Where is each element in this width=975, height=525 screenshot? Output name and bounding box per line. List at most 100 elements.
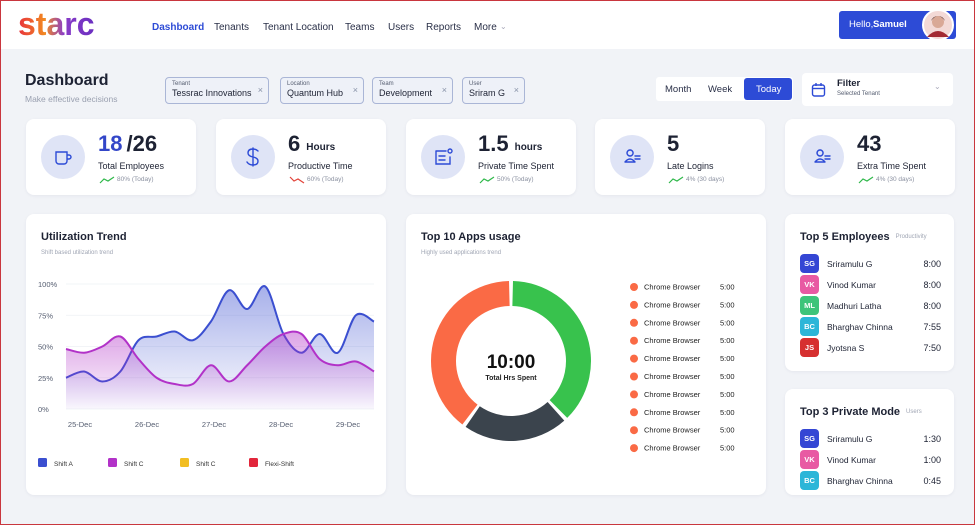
chip-close: × (441, 85, 447, 95)
trend-line (99, 176, 115, 184)
legend-dot (630, 283, 638, 291)
kpi-card: 43 Extra Time Spent 4% (30 days) (785, 119, 955, 195)
chip-label: Tenant (172, 81, 191, 87)
chip-close: × (352, 85, 358, 95)
card-title: Top 10 Apps usage (421, 231, 521, 243)
nav-item[interactable]: Dashboard (152, 22, 205, 33)
app-time: 5:00 (720, 390, 735, 399)
donut-segment (512, 281, 591, 418)
trend-line (668, 176, 684, 184)
kpi-value: 1.5 (478, 131, 509, 156)
person-time: 1:00 (923, 455, 941, 465)
filter-box[interactable]: Filter Selected Tenant ⌄ (802, 73, 953, 106)
nav-item[interactable]: Tenant Location (263, 22, 334, 33)
avatar-initials: VK (800, 450, 819, 469)
initials: BC (804, 476, 815, 485)
period-option[interactable]: Month (665, 84, 692, 95)
nav-chevron: ⌄ (500, 22, 507, 31)
app-name: Chrome Browser (644, 372, 701, 381)
initials: VK (804, 455, 815, 464)
legend-label: Shift A (54, 461, 73, 468)
app-name: Chrome Browser (644, 300, 701, 309)
chip-value: Sriram G (469, 88, 505, 98)
apps-chart: 10:00 Total Hrs Spent Chrome Browser 5:00 Ch… (431, 281, 735, 453)
app-name: Chrome Browser (644, 390, 701, 399)
legend-dot (630, 372, 638, 381)
person-name: Vinod Kumar (827, 455, 876, 465)
avatar-initials: JS (800, 338, 819, 357)
app-name: Chrome Browser (644, 318, 701, 327)
kpi-icon-glyph (55, 151, 72, 165)
nav-item[interactable]: Tenants (214, 22, 250, 33)
filter-chip[interactable]: Location Quantum Hub × (280, 77, 364, 104)
card-title: Top 3 Private Mode (800, 406, 901, 418)
person-name: Sriramulu G (827, 434, 873, 444)
filter-chip[interactable]: Tenant Tessrac Innovations × (165, 77, 269, 104)
person-name: Bharghav Chinna (827, 476, 893, 486)
app-time: 5:00 (720, 318, 735, 327)
chip-close: × (513, 85, 519, 95)
person-time: 1:30 (923, 434, 941, 444)
period-option[interactable]: Week (708, 84, 733, 95)
kpi-label: Total Employees (98, 161, 165, 171)
avatar-initials: ML (800, 296, 819, 315)
kpi-label: Late Logins (667, 161, 714, 171)
initials: BC (804, 322, 815, 331)
legend-dot (630, 390, 638, 399)
person-name: Bharghav Chinna (827, 322, 893, 332)
nav-item[interactable]: Teams (345, 22, 375, 33)
nav-item[interactable]: Reports (426, 22, 462, 33)
app-name: Chrome Browser (644, 354, 701, 363)
kpi-label: Private Time Spent (478, 161, 555, 171)
trend-icon (289, 176, 305, 184)
chip-label: Team (379, 81, 394, 87)
period-option[interactable]: Today (756, 84, 782, 95)
app-time: 5:00 (720, 336, 735, 345)
card-tag: Productivity (895, 234, 927, 240)
card-title: Utilization Trend (41, 231, 127, 243)
person-time: 7:55 (923, 322, 941, 332)
logo-text: starc (18, 7, 95, 42)
nav-item[interactable]: Users (388, 22, 415, 33)
kpi-icon-bg (800, 135, 844, 179)
filter-chip[interactable]: User Sriram G × (462, 77, 525, 104)
app-time: 5:00 (720, 426, 735, 435)
legend-dot (630, 300, 638, 309)
app-time: 5:00 (720, 354, 735, 363)
person-time: 8:00 (923, 259, 941, 269)
donut-segment (465, 402, 565, 441)
card-subtitle: Shift based utilization trend (41, 250, 114, 256)
y-tick-label: 0% (38, 405, 49, 414)
trend-line (479, 176, 495, 184)
legend-swatch (108, 458, 117, 467)
kpi-trend: 80% (Today) (117, 176, 154, 183)
donut-center-value: 10:00 (487, 352, 536, 373)
x-tick-label: 26-Dec (135, 420, 159, 429)
filter-chip[interactable]: Team Development × (372, 77, 453, 104)
kpi-value: 5 (667, 131, 680, 156)
utilization-card: Utilization Trend Shift based utilization… (26, 214, 386, 495)
app-name: Chrome Browser (644, 408, 701, 417)
legend-swatch (249, 458, 258, 467)
legend-dot (630, 408, 638, 417)
kpi-value: 18 (98, 131, 123, 156)
kpi-card: 18/26 Total Employees 80% (Today) (26, 119, 196, 195)
x-tick-label: 29-Dec (336, 420, 360, 429)
kpi-label: Extra Time Spent (857, 161, 927, 171)
top-employees-card: Top 5 Employees Productivity SG Sriramulu G… (785, 214, 954, 371)
app-time: 5:00 (720, 372, 735, 381)
calendar-icon (811, 83, 826, 97)
filter-title: Filter (837, 78, 861, 89)
y-tick-label: 50% (38, 343, 53, 352)
initials: VK (804, 280, 815, 289)
kpi-icon-bg (421, 135, 465, 179)
donut-center-label: Total Hrs Spent (485, 375, 537, 382)
trend-icon (668, 176, 684, 184)
kpi-icon-glyph (814, 149, 831, 163)
line (65, 330, 375, 387)
nav-item[interactable]: More (474, 22, 497, 33)
trend-line (289, 176, 305, 184)
kpi-icon (231, 135, 275, 179)
kpi-trend: 4% (30 days) (876, 176, 915, 183)
period-active (744, 78, 792, 100)
